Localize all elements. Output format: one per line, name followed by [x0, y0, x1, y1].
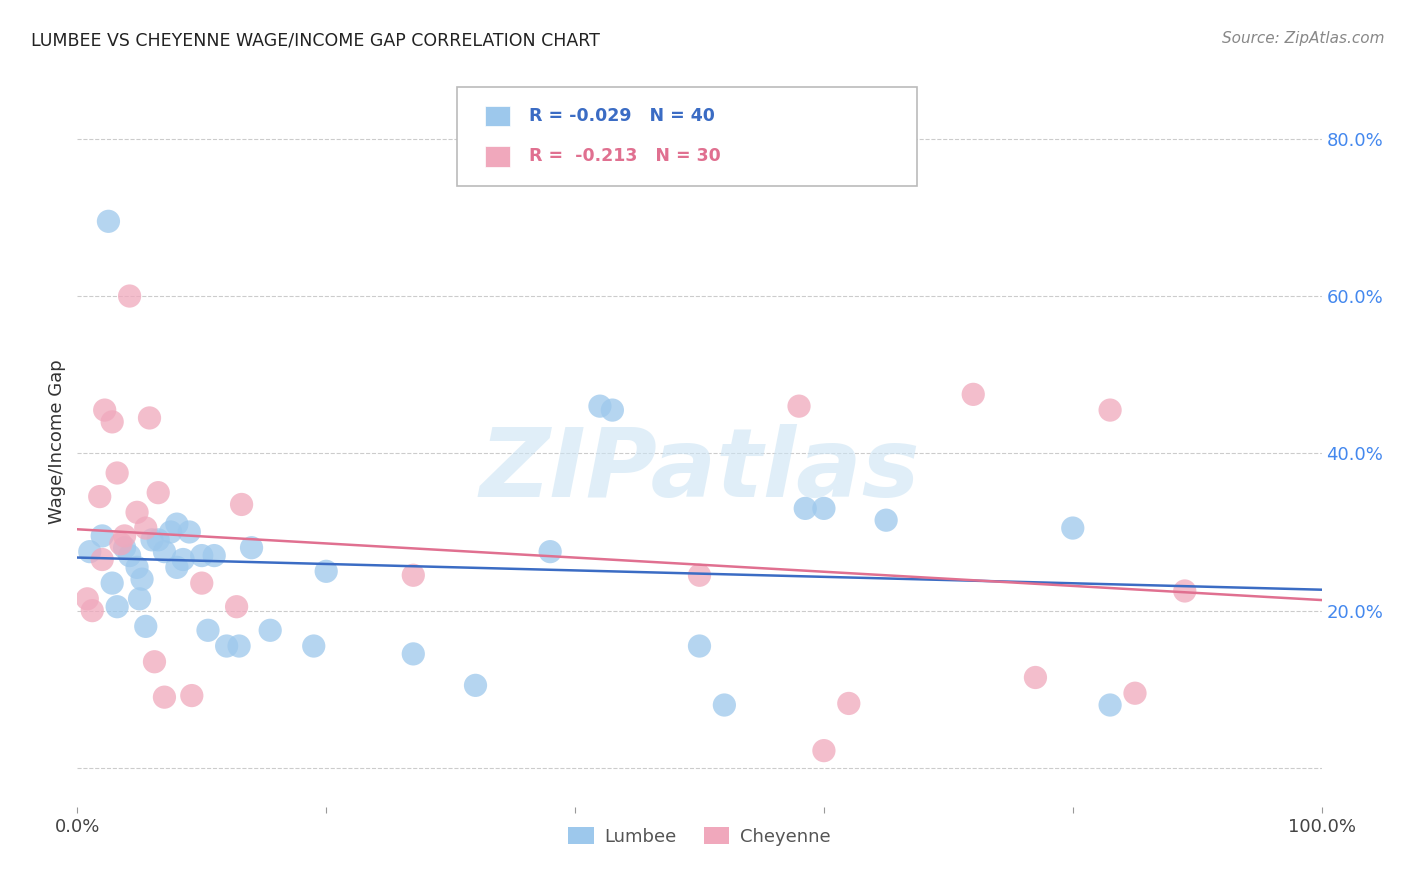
- Point: [794, 501, 817, 516]
- FancyBboxPatch shape: [485, 146, 510, 167]
- Point: [538, 544, 561, 558]
- Point: [231, 498, 253, 512]
- Point: [1123, 686, 1146, 700]
- Point: [76, 591, 98, 606]
- Point: [180, 689, 202, 703]
- Point: [225, 599, 247, 614]
- Point: [114, 541, 136, 555]
- Point: [141, 533, 163, 547]
- Point: [153, 544, 176, 558]
- Point: [105, 599, 128, 614]
- Point: [228, 639, 250, 653]
- Point: [153, 690, 176, 705]
- Legend: Lumbee, Cheyenne: Lumbee, Cheyenne: [561, 820, 838, 853]
- Text: R =  -0.213   N = 30: R = -0.213 N = 30: [529, 147, 720, 165]
- Point: [166, 560, 188, 574]
- Point: [148, 485, 170, 500]
- Point: [402, 647, 425, 661]
- Point: [689, 639, 711, 653]
- Text: Source: ZipAtlas.com: Source: ZipAtlas.com: [1222, 31, 1385, 46]
- Point: [787, 399, 810, 413]
- FancyBboxPatch shape: [457, 87, 917, 186]
- Point: [197, 624, 219, 638]
- Point: [118, 549, 141, 563]
- Point: [1174, 584, 1197, 599]
- Point: [813, 744, 835, 758]
- Point: [713, 698, 735, 712]
- Point: [110, 537, 132, 551]
- Point: [813, 501, 835, 516]
- Point: [114, 529, 136, 543]
- Point: [131, 572, 153, 586]
- Point: [118, 289, 141, 303]
- Point: [125, 560, 148, 574]
- Point: [689, 568, 711, 582]
- Point: [172, 552, 194, 566]
- Point: [1024, 671, 1046, 685]
- Point: [97, 214, 120, 228]
- Point: [191, 576, 214, 591]
- Point: [93, 403, 115, 417]
- Point: [202, 549, 225, 563]
- Point: [128, 591, 150, 606]
- Point: [159, 524, 181, 539]
- FancyBboxPatch shape: [485, 106, 510, 127]
- Point: [101, 576, 124, 591]
- Point: [89, 490, 111, 504]
- Point: [215, 639, 238, 653]
- Point: [138, 411, 160, 425]
- Point: [135, 619, 157, 633]
- Point: [101, 415, 124, 429]
- Point: [166, 517, 188, 532]
- Point: [91, 529, 114, 543]
- Point: [875, 513, 897, 527]
- Text: ZIPatlas: ZIPatlas: [479, 425, 920, 517]
- Point: [1099, 698, 1122, 712]
- Point: [191, 549, 214, 563]
- Point: [1099, 403, 1122, 417]
- Point: [838, 697, 860, 711]
- Point: [91, 552, 114, 566]
- Text: LUMBEE VS CHEYENNE WAGE/INCOME GAP CORRELATION CHART: LUMBEE VS CHEYENNE WAGE/INCOME GAP CORRE…: [31, 31, 600, 49]
- Point: [82, 604, 104, 618]
- Point: [148, 533, 170, 547]
- Point: [464, 678, 486, 692]
- Text: R = -0.029   N = 40: R = -0.029 N = 40: [529, 107, 714, 125]
- Point: [135, 521, 157, 535]
- Point: [302, 639, 325, 653]
- Point: [402, 568, 425, 582]
- Point: [1062, 521, 1084, 535]
- Point: [105, 466, 128, 480]
- Point: [125, 505, 148, 519]
- Point: [315, 564, 337, 578]
- Point: [962, 387, 984, 401]
- Point: [143, 655, 166, 669]
- Point: [589, 399, 612, 413]
- Y-axis label: Wage/Income Gap: Wage/Income Gap: [48, 359, 66, 524]
- Point: [602, 403, 624, 417]
- Point: [79, 544, 101, 558]
- Point: [240, 541, 263, 555]
- Point: [179, 524, 201, 539]
- Point: [259, 624, 281, 638]
